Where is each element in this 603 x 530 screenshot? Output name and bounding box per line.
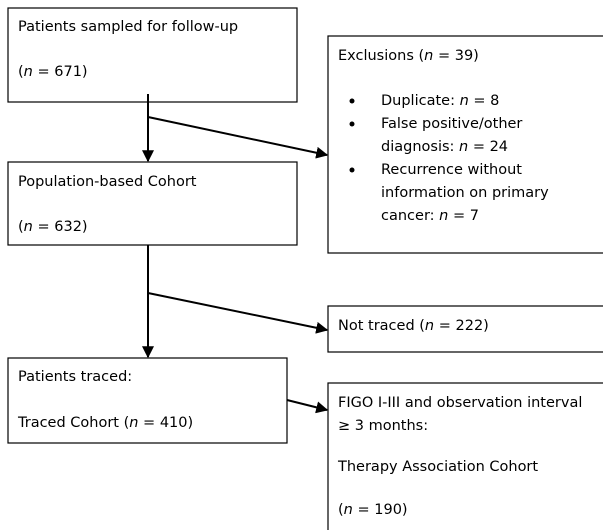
text-segment: (: [338, 502, 344, 518]
text-segment: = 39): [433, 48, 478, 64]
text-segment: n: [459, 139, 468, 155]
text-segment: = 632): [33, 219, 88, 235]
text-line: Therapy Association Cohort: [337, 459, 538, 475]
text-line: ≥ 3 months:: [338, 418, 428, 434]
text-segment: n: [24, 64, 33, 80]
bullet: [349, 121, 355, 127]
text-segment: = 222): [434, 318, 489, 334]
text-segment: = 8: [469, 93, 500, 109]
text-segment: = 410): [138, 415, 193, 431]
text-segment: Not traced (: [338, 318, 425, 334]
text-segment: = 7: [448, 208, 479, 224]
text-segment: n: [344, 502, 353, 518]
text-segment: (: [18, 219, 24, 235]
box-not-traced: [327, 305, 603, 353]
text-segment: n: [424, 48, 433, 64]
text-segment: n: [460, 93, 469, 109]
text-segment: FIGO I-III and observation interval: [338, 395, 582, 411]
text-segment: Traced Cohort (: [17, 415, 129, 431]
text-segment: Duplicate:: [381, 93, 460, 109]
arrow: [286, 399, 329, 414]
text-line: information on primary: [381, 185, 549, 201]
bullet: [349, 167, 355, 173]
arrow: [147, 116, 329, 159]
text-line: Patients traced:: [18, 369, 132, 385]
text-segment: n: [24, 219, 33, 235]
text-segment: Patients traced:: [18, 369, 132, 385]
text-line: cancer: n = 7: [381, 208, 479, 224]
text-segment: cancer:: [381, 208, 439, 224]
text-line: (n = 671): [18, 64, 88, 80]
box-population: [7, 161, 298, 246]
arrow: [147, 292, 329, 334]
text-segment: diagnosis:: [381, 139, 459, 155]
box-sampled: [7, 7, 298, 103]
text-segment: ≥ 3 months:: [338, 418, 428, 434]
text-line: False positive/other: [381, 116, 522, 132]
text-line: Population-based Cohort: [18, 174, 197, 190]
box-therapy: [327, 382, 603, 530]
bullet: [349, 98, 355, 104]
text-segment: n: [439, 208, 448, 224]
text-segment: False positive/other: [381, 116, 522, 132]
text-line: Patients sampled for follow-up: [18, 19, 238, 35]
text-segment: = 24: [468, 139, 508, 155]
text-segment: Population-based Cohort: [18, 174, 197, 190]
text-line: Duplicate: n = 8: [381, 93, 499, 109]
text-line: (n = 632): [18, 219, 88, 235]
text-segment: = 190): [353, 502, 408, 518]
text-segment: n: [129, 415, 138, 431]
text-line: (n = 190): [338, 502, 408, 518]
text-line: Exclusions (n = 39): [338, 48, 479, 64]
text-segment: Exclusions (: [338, 48, 424, 64]
text-segment: information on primary: [381, 185, 549, 201]
text-line: Not traced (n = 222): [338, 318, 489, 334]
text-line: diagnosis: n = 24: [381, 139, 508, 155]
text-line: FIGO I-III and observation interval: [338, 395, 582, 411]
text-segment: (: [18, 64, 24, 80]
text-line: Traced Cohort (n = 410): [17, 415, 193, 431]
box-exclusions: [327, 35, 603, 254]
box-traced: [7, 357, 288, 444]
text-segment: n: [425, 318, 434, 334]
text-line: Recurrence without: [381, 162, 522, 178]
text-segment: Therapy Association Cohort: [337, 459, 538, 475]
text-segment: Recurrence without: [381, 162, 522, 178]
text-segment: = 671): [33, 64, 88, 80]
text-segment: Patients sampled for follow-up: [18, 19, 238, 35]
